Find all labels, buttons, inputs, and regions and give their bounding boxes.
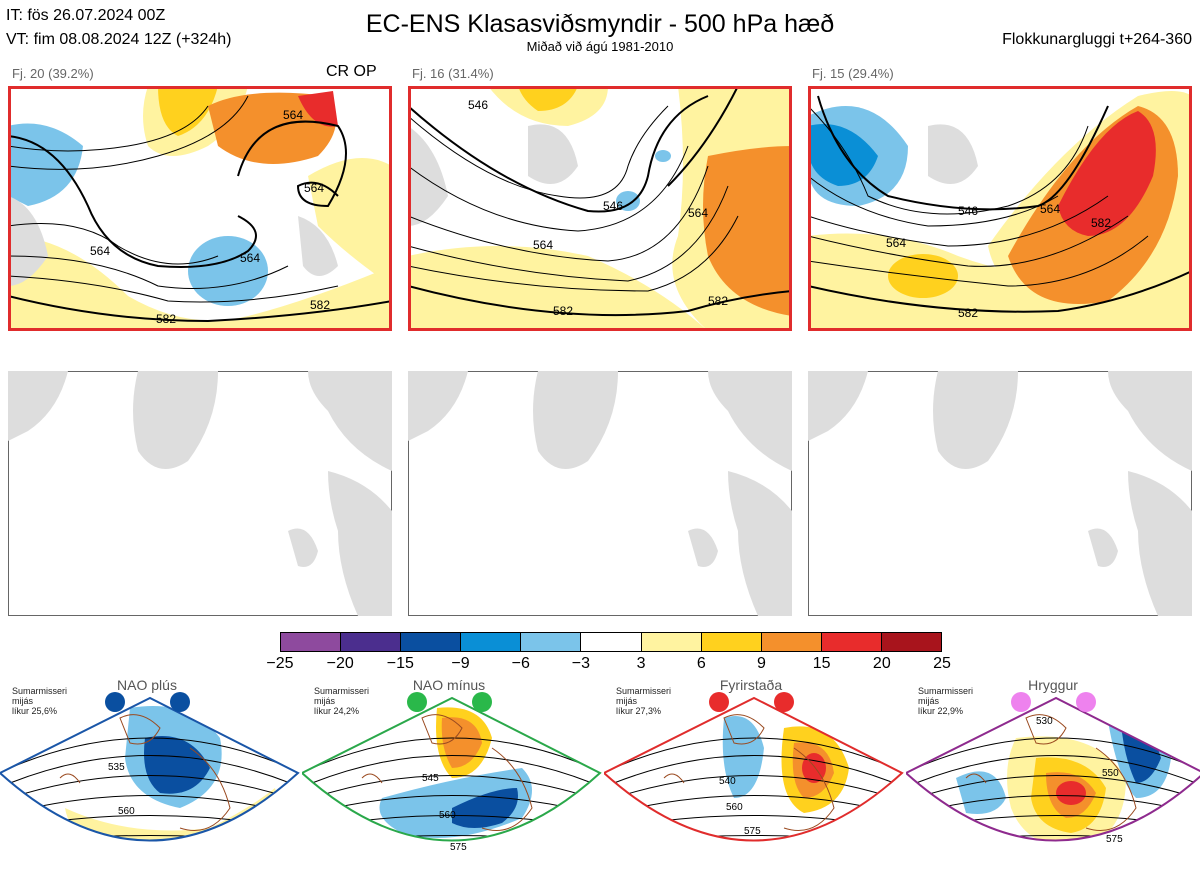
regime-panel: Hryggur Sumarmisseri mijás líkur 22,9% 530… xyxy=(906,677,1200,868)
regime-name: Fyrirstaða xyxy=(719,677,783,693)
contour-label: 582 xyxy=(156,312,177,326)
regime-dot xyxy=(709,692,729,712)
cluster-map-1: 564 564 564 564 582 582 xyxy=(8,86,392,331)
regime-panel: NAO mínus Sumarmisseri mijás líkur 24,2% 5… xyxy=(302,677,602,868)
regime-note: Sumarmisseri mijás líkur 22,9% xyxy=(918,686,974,716)
regime-dot xyxy=(472,692,492,712)
regime-contour-label: 530 xyxy=(1036,716,1053,727)
colorbar-swatch xyxy=(641,633,702,651)
regime-contour-label: 575 xyxy=(744,826,761,837)
regime-name: NAO plús xyxy=(117,677,177,693)
regime-dot xyxy=(1076,692,1096,712)
regime-dot xyxy=(105,692,125,712)
contour-label: 546 xyxy=(468,98,489,112)
colorbar-tick-label: −15 xyxy=(386,655,414,672)
init-time: IT: fös 26.07.2024 00Z xyxy=(6,7,166,24)
colorbar-tick-label: 6 xyxy=(696,655,706,672)
contour-label: 582 xyxy=(708,294,729,308)
colorbar-tick-label: 3 xyxy=(636,655,646,672)
page-subtitle: Miðað við ágú 1981-2010 xyxy=(526,39,674,54)
regime-panel: NAO plús Sumarmisseri mijás líkur 25,6% 53… xyxy=(0,677,300,868)
regime-dot xyxy=(1011,692,1031,712)
colorbar-tick-label: 9 xyxy=(757,655,766,672)
contour-label: 564 xyxy=(1040,202,1061,216)
contour-label: 564 xyxy=(90,244,111,258)
regime-dot xyxy=(774,692,794,712)
regime-contour-label: 550 xyxy=(1102,768,1119,779)
contour-label: 564 xyxy=(886,236,907,250)
empty-map-1 xyxy=(8,371,392,616)
colorbar-tick-label: −9 xyxy=(451,655,470,672)
contour-label: 564 xyxy=(283,108,304,122)
regime-contour-label: 535 xyxy=(108,762,125,773)
contour-label: 582 xyxy=(958,306,979,320)
regime-note: Sumarmisseri mijás líkur 25,6% xyxy=(12,686,68,716)
regime-name: Hryggur xyxy=(1028,677,1078,693)
contour-label: 582 xyxy=(310,298,331,312)
regime-panel: Fyrirstaða Sumarmisseri mijás líkur 27,3%… xyxy=(604,677,904,868)
colorbar-tick-label: −6 xyxy=(511,655,530,672)
colorbar-tick-label: 20 xyxy=(872,655,891,672)
contour-label: 564 xyxy=(304,181,325,195)
empty-map-2 xyxy=(408,371,792,616)
colorbar-swatch xyxy=(401,633,462,651)
contour-label: 564 xyxy=(533,238,554,252)
cluster-3-label: Fj. 15 (29.4%) xyxy=(812,66,894,81)
regime-contour-label: 560 xyxy=(439,810,456,821)
regime-contour-label: 545 xyxy=(422,773,439,784)
contour-label: 582 xyxy=(553,304,574,318)
colorbar-swatch xyxy=(761,633,822,651)
regime-contour-label: 540 xyxy=(719,776,736,787)
page-title: EC-ENS Klasasviðsmyndir - 500 hPa hæð xyxy=(365,10,835,38)
colorbar-swatch xyxy=(581,633,642,651)
colorbar-tick-label: 15 xyxy=(812,655,831,672)
regime-dot xyxy=(407,692,427,712)
colorbar-swatch xyxy=(701,633,762,651)
classification-window: Flokkunargluggi t+264-360 xyxy=(1002,31,1192,48)
contour-label: 564 xyxy=(240,251,261,265)
contour-label: 546 xyxy=(603,199,624,213)
regime-contour-label: 560 xyxy=(726,802,743,813)
colorbar-tick-label: −25 xyxy=(266,655,294,672)
contour-label: 564 xyxy=(688,206,709,220)
colorbar-ticks: −25 −20 −15 −9 −6 −3 3 6 9 15 20 25 xyxy=(0,655,1200,675)
regime-note: Sumarmisseri mijás líkur 24,2% xyxy=(314,686,370,716)
regime-contour-label: 575 xyxy=(450,842,467,853)
colorbar-tick-label: 25 xyxy=(933,655,951,672)
regime-contour-label: 560 xyxy=(118,806,135,817)
regime-dot xyxy=(170,692,190,712)
cluster-map-3: 546 564 564 582 582 xyxy=(808,86,1192,331)
colorbar-swatch xyxy=(821,633,882,651)
colorbar-swatch xyxy=(881,633,942,651)
colorbar-swatch xyxy=(461,633,522,651)
empty-map-3 xyxy=(808,371,1192,616)
colorbar-tick-label: −3 xyxy=(571,655,591,672)
contour-label: 546 xyxy=(958,204,979,218)
cluster-2-label: Fj. 16 (31.4%) xyxy=(412,66,494,81)
cluster-1-label: Fj. 20 (39.2%) xyxy=(12,66,94,81)
contour-label: 582 xyxy=(1091,216,1112,230)
colorbar-swatch xyxy=(341,633,402,651)
cluster-map-2: 546 546 564 564 582 582 xyxy=(408,86,792,331)
anomaly-colorbar xyxy=(280,632,942,652)
colorbar-swatch xyxy=(281,633,342,651)
cluster-1-tag: CR OP xyxy=(326,63,377,80)
regime-name: NAO mínus xyxy=(412,677,486,693)
colorbar-tick-label: −20 xyxy=(326,655,354,672)
regime-note: Sumarmisseri mijás líkur 27,3% xyxy=(616,686,672,716)
colorbar-swatch xyxy=(521,633,582,651)
valid-time: VT: fim 08.08.2024 12Z (+324h) xyxy=(6,31,232,48)
regime-contour-label: 575 xyxy=(1106,834,1123,845)
